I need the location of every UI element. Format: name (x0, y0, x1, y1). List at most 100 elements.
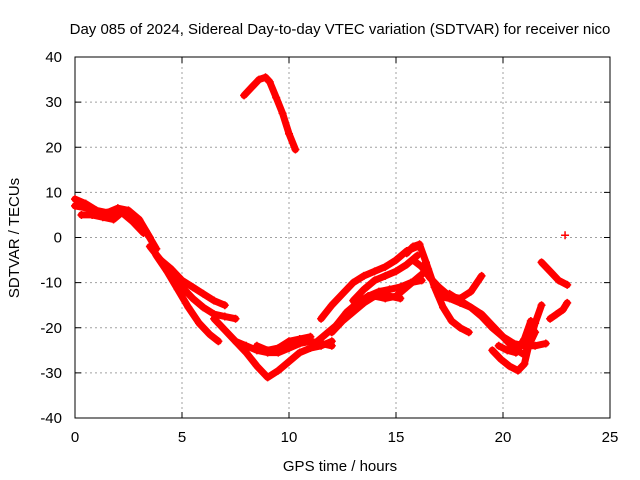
series-trace (409, 256, 486, 302)
data-point (263, 346, 272, 355)
data-point (306, 344, 315, 353)
x-tick-label: 0 (71, 429, 79, 446)
data-point (456, 323, 465, 332)
data-point (563, 298, 572, 307)
data-point (231, 337, 240, 346)
data-point (561, 231, 570, 240)
data-point (546, 267, 555, 276)
x-tick-label: 25 (602, 429, 619, 446)
data-point (415, 240, 424, 249)
series-tail-c (561, 231, 570, 240)
data-point (537, 301, 546, 310)
data-point (220, 312, 229, 321)
x-tick-label: 10 (281, 429, 298, 446)
data-point (563, 280, 572, 289)
series-rise-d (332, 289, 405, 330)
series-trough-c (252, 332, 315, 355)
data-point (173, 285, 182, 294)
data-point (291, 145, 300, 154)
y-tick-label: -30 (40, 365, 62, 382)
series-late-d (494, 316, 535, 357)
data-point (396, 294, 405, 303)
data-point (496, 355, 505, 364)
y-tick-label: 0 (54, 230, 62, 247)
data-point (77, 210, 86, 219)
data-point (261, 73, 270, 82)
data-point (385, 292, 394, 301)
data-point (220, 301, 229, 310)
data-point (94, 208, 103, 217)
y-axis-label: SDTVAR / TECUs (6, 178, 23, 298)
data-point (392, 267, 400, 276)
x-tick-label: 20 (495, 429, 512, 446)
series-trace (546, 299, 571, 323)
data-point (385, 285, 394, 294)
data-point (285, 129, 293, 138)
data-point (274, 366, 283, 375)
data-point (184, 303, 193, 312)
x-tick-label: 5 (178, 429, 186, 446)
y-tick-label: 20 (45, 139, 62, 156)
data-point (499, 332, 507, 341)
data-point (195, 319, 204, 328)
data-point (272, 93, 281, 102)
data-point (327, 341, 336, 350)
data-point (409, 242, 418, 251)
data-point (392, 256, 400, 265)
x-tick-label: 15 (388, 429, 405, 446)
data-point (338, 289, 347, 298)
data-point (274, 344, 283, 353)
y-tick-label: 40 (45, 49, 62, 66)
data-point (349, 278, 358, 287)
series-tail-b (546, 298, 572, 323)
data-point (118, 208, 127, 217)
data-point (71, 201, 79, 210)
y-tick-label: -10 (40, 275, 62, 292)
series-early-c (71, 201, 148, 237)
data-point (210, 296, 219, 305)
data-point (364, 292, 373, 301)
data-point (349, 296, 358, 305)
data-point (370, 267, 379, 276)
data-point (447, 316, 456, 325)
data-point (524, 341, 533, 350)
data-point (263, 373, 272, 382)
data-point (214, 337, 223, 346)
data-point (537, 258, 546, 267)
series-trace (538, 258, 571, 289)
data-point (505, 362, 514, 371)
data-point (242, 341, 251, 350)
data-point (139, 228, 148, 237)
data-point (402, 283, 411, 292)
data-point (359, 285, 368, 294)
data-point (199, 303, 208, 312)
data-point (220, 326, 229, 335)
series-late-c (488, 301, 546, 375)
data-point (188, 283, 197, 292)
data-point (145, 242, 154, 251)
data-point (295, 335, 304, 344)
data-point (178, 276, 186, 285)
series-trace (488, 301, 545, 375)
data-point (255, 75, 264, 84)
data-point (402, 249, 411, 258)
data-point (353, 301, 362, 310)
data-point (381, 271, 390, 280)
data-point (295, 348, 304, 357)
data-point (417, 262, 426, 271)
data-point (317, 314, 326, 323)
data-point (541, 339, 550, 348)
data-point (156, 256, 165, 265)
series-trace (317, 243, 421, 323)
data-point (188, 294, 197, 303)
data-point (327, 301, 336, 310)
data-point (511, 348, 520, 357)
data-marks (71, 73, 572, 382)
data-point (381, 262, 390, 271)
data-point (359, 271, 368, 280)
data-point (248, 82, 257, 91)
data-point (231, 314, 240, 323)
series-descent-b (152, 251, 223, 346)
